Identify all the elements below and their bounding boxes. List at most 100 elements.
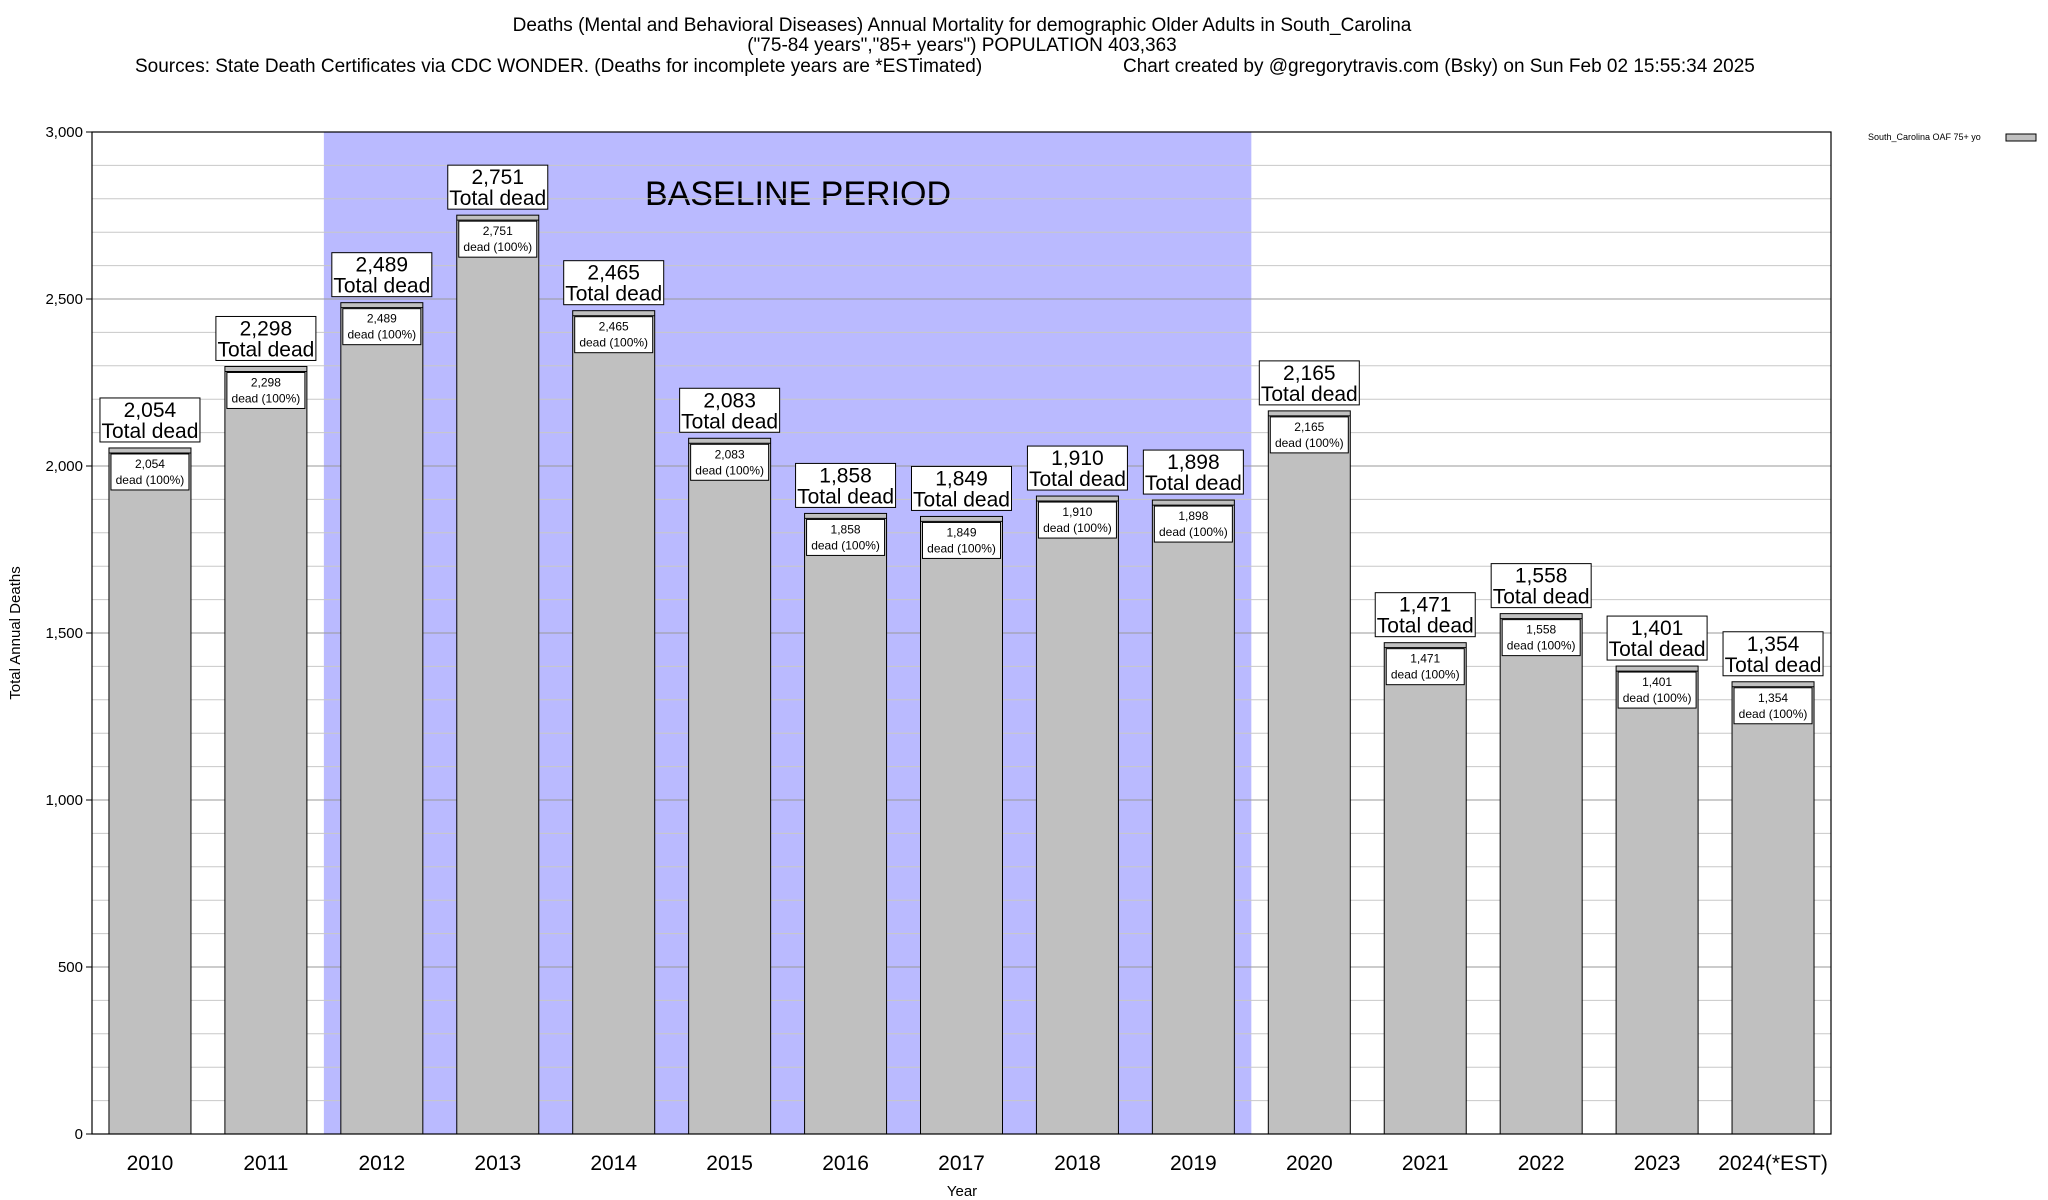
inner-label-box xyxy=(458,220,538,258)
inner-label-box xyxy=(574,316,654,354)
total-dead-label: Total dead xyxy=(217,338,314,361)
bar-2022 xyxy=(1499,613,1583,1135)
total-value-label: 1,858 xyxy=(819,464,872,487)
y-tick-label: 2,000 xyxy=(45,458,83,475)
x-tick-label: 2010 xyxy=(127,1152,174,1175)
total-label-box xyxy=(1606,615,1708,661)
inner-value-label: 2,083 xyxy=(715,447,745,461)
x-tick-label: 2018 xyxy=(1054,1152,1101,1175)
total-dead-label: Total dead xyxy=(797,485,894,508)
total-label-box xyxy=(1490,563,1592,609)
total-label-box xyxy=(1722,631,1824,677)
total-value-label: 2,489 xyxy=(356,254,409,277)
total-value-label: 2,165 xyxy=(1283,362,1336,385)
inner-value-label: 1,354 xyxy=(1758,691,1788,705)
credit-note: Chart created by @gregorytravis.com (Bsk… xyxy=(1123,56,1755,77)
total-label-box xyxy=(563,260,665,306)
y-tick-label: 3,000 xyxy=(45,124,83,141)
inner-label-box xyxy=(922,521,1001,559)
inner-label-box xyxy=(1269,416,1349,454)
sources-note: Sources: State Death Certificates via CD… xyxy=(135,56,982,77)
x-tick-label: 2015 xyxy=(706,1152,753,1175)
total-label-box xyxy=(795,462,897,508)
x-tick-label: 2023 xyxy=(1634,1152,1681,1175)
y-tick-label: 1,500 xyxy=(45,625,83,642)
bar-2021 xyxy=(1383,642,1467,1135)
inner-label-box xyxy=(1037,501,1117,539)
inner-percent-label: dead (100%) xyxy=(1507,639,1576,653)
total-dead-label: Total dead xyxy=(681,410,778,433)
inner-percent-label: dead (100%) xyxy=(811,538,880,552)
inner-percent-label: dead (100%) xyxy=(1623,691,1692,705)
total-value-label: 2,751 xyxy=(471,166,524,189)
inner-value-label: 2,054 xyxy=(135,457,165,471)
inner-value-label: 1,471 xyxy=(1410,652,1440,666)
bar-2018 xyxy=(1035,495,1119,1135)
bar-2014 xyxy=(572,310,656,1135)
inner-label-box xyxy=(226,371,306,409)
total-value-label: 1,558 xyxy=(1515,565,1568,588)
total-dead-label: Total dead xyxy=(1377,615,1474,638)
inner-value-label: 2,298 xyxy=(251,375,281,389)
bar-2024(*EST) xyxy=(1731,681,1815,1135)
total-dead-label: Total dead xyxy=(565,283,662,306)
total-value-label: 1,898 xyxy=(1167,451,1220,474)
bar-2012 xyxy=(340,302,424,1135)
inner-label-box xyxy=(1617,671,1697,709)
total-label-box xyxy=(679,387,781,433)
inner-value-label: 2,465 xyxy=(599,320,629,334)
chart-title: Deaths (Mental and Behavioral Diseases) … xyxy=(513,15,1412,36)
total-label-box xyxy=(215,315,317,361)
x-tick-label: 2011 xyxy=(243,1152,288,1175)
inner-value-label: 1,910 xyxy=(1062,505,1092,519)
inner-percent-label: dead (100%) xyxy=(1043,521,1112,535)
bar-2016 xyxy=(804,512,888,1135)
total-dead-label: Total dead xyxy=(102,420,199,443)
y-tick-label: 500 xyxy=(58,959,83,976)
inner-label-box xyxy=(1153,505,1233,543)
x-tick-label: 2013 xyxy=(474,1152,521,1175)
y-tick-label: 1,000 xyxy=(45,792,83,809)
inner-value-label: 1,401 xyxy=(1642,675,1672,689)
total-label-box xyxy=(1142,449,1244,495)
total-label-box xyxy=(99,397,201,443)
inner-percent-label: dead (100%) xyxy=(347,328,416,342)
total-dead-label: Total dead xyxy=(1493,586,1590,609)
x-tick-label: 2019 xyxy=(1170,1152,1217,1175)
total-value-label: 2,465 xyxy=(587,262,640,285)
x-axis-title: Year xyxy=(947,1183,977,1200)
inner-label-box xyxy=(806,518,886,556)
legend-label: South_Carolina OAF 75+ yo xyxy=(1868,132,1981,142)
bar-2023 xyxy=(1615,665,1699,1135)
inner-value-label: 2,751 xyxy=(483,224,513,238)
inner-percent-label: dead (100%) xyxy=(463,240,532,254)
total-label-box xyxy=(1258,360,1360,406)
total-value-label: 1,849 xyxy=(935,467,988,490)
inner-value-label: 1,858 xyxy=(831,522,861,536)
legend-swatch xyxy=(2005,133,2037,142)
bar-2020 xyxy=(1267,410,1351,1135)
total-dead-label: Total dead xyxy=(333,275,430,298)
x-tick-label: 2014 xyxy=(590,1152,637,1175)
inner-value-label: 2,489 xyxy=(367,312,397,326)
total-dead-label: Total dead xyxy=(1029,468,1126,491)
inner-percent-label: dead (100%) xyxy=(927,541,996,555)
x-tick-label: 2021 xyxy=(1402,1152,1449,1175)
bar-2015 xyxy=(688,437,772,1135)
bar-2017 xyxy=(920,515,1003,1135)
inner-value-label: 1,849 xyxy=(946,525,976,539)
inner-percent-label: dead (100%) xyxy=(695,463,764,477)
total-value-label: 2,054 xyxy=(124,399,177,422)
legend: South_Carolina OAF 75+ yo xyxy=(1868,132,2037,142)
total-dead-label: Total dead xyxy=(1725,654,1822,677)
inner-label-box xyxy=(1385,648,1465,686)
total-label-box xyxy=(1026,445,1128,491)
x-tick-label: 2016 xyxy=(822,1152,869,1175)
bar-2013 xyxy=(456,214,540,1135)
total-dead-label: Total dead xyxy=(913,488,1010,511)
inner-label-box xyxy=(342,308,422,346)
axes: 0 500 1,000 1,500 2,000 2,500 3,000 xyxy=(45,124,1832,1143)
y-tick-label: 0 xyxy=(75,1126,83,1143)
